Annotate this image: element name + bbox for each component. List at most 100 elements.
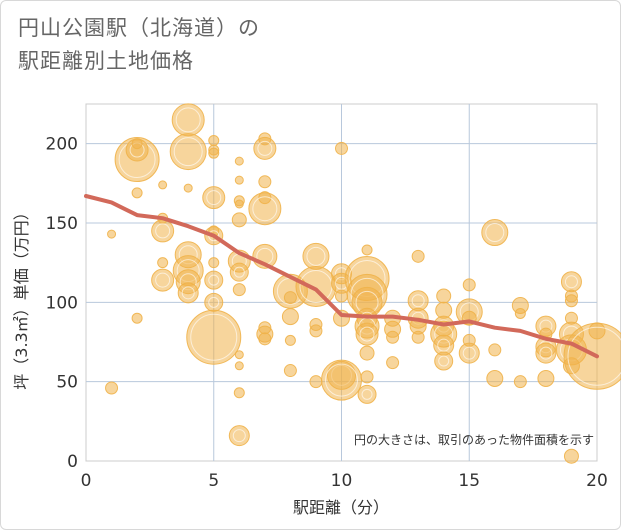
data-bubble (234, 199, 244, 209)
data-bubble-ring (437, 338, 451, 352)
data-bubble-ring (462, 346, 476, 360)
data-bubble (361, 244, 373, 256)
data-bubble (105, 381, 119, 395)
bubble-layer (105, 103, 621, 464)
data-bubble (386, 356, 400, 370)
data-bubble-ring (252, 196, 278, 222)
data-bubble (360, 370, 374, 384)
chart-title-line-2: 駅距離別土地価格 (18, 49, 194, 73)
data-bubble (157, 257, 169, 269)
data-bubble (171, 103, 205, 137)
data-bubble (411, 249, 425, 263)
x-tick-label: 15 (458, 471, 480, 491)
chart-title: 円山公園駅（北海道）の 駅距離別土地価格 (18, 12, 260, 78)
data-bubble-ring (359, 326, 375, 342)
data-bubble (233, 387, 245, 399)
data-bubble-ring (208, 274, 220, 286)
y-tick-label: 0 (67, 452, 78, 472)
data-bubble (229, 262, 249, 282)
data-bubble-ring (257, 140, 273, 156)
data-bubble (234, 156, 244, 166)
data-bubble (183, 183, 193, 193)
data-bubble-ring (206, 190, 222, 206)
x-tick-label: 20 (586, 471, 608, 491)
data-bubble-ring (564, 275, 578, 289)
data-bubble (208, 134, 220, 146)
data-bubble-ring (173, 137, 203, 167)
data-bubble (283, 291, 297, 305)
data-bubble-ring (232, 429, 246, 443)
data-bubble (131, 187, 143, 199)
data-bubble (355, 322, 379, 346)
data-bubble-ring (233, 266, 245, 278)
data-bubble (309, 375, 323, 389)
data-bubble (131, 312, 143, 324)
data-bubble (436, 288, 452, 304)
chart-title-line-1: 円山公園駅（北海道）の (18, 16, 260, 40)
data-bubble (295, 265, 337, 307)
data-bubble-ring (567, 326, 621, 386)
data-bubble-ring (411, 294, 425, 308)
data-bubble (514, 307, 526, 319)
data-bubble (513, 375, 527, 389)
data-bubble-ring (361, 388, 373, 400)
data-bubble (321, 359, 362, 401)
data-bubble (283, 364, 297, 378)
data-bubble-ring (325, 363, 358, 397)
x-tick-label: 0 (81, 471, 92, 491)
data-bubble (158, 180, 168, 190)
size-legend-note: 円の大きさは、取引のあった物件面積を示す (354, 432, 594, 447)
data-bubble-ring (190, 313, 238, 361)
data-bubble-ring (208, 296, 220, 308)
data-bubble (208, 257, 220, 269)
y-tick-label: 50 (56, 373, 78, 393)
x-axis-label: 駅距離（分） (293, 498, 389, 517)
data-bubble (411, 330, 425, 344)
data-bubble (258, 175, 272, 189)
data-bubble (204, 270, 224, 290)
y-tick-label: 100 (46, 293, 78, 313)
data-bubble-ring (539, 346, 553, 360)
data-bubble (335, 289, 348, 303)
x-tick-label: 5 (208, 471, 219, 491)
data-bubble (131, 138, 143, 150)
data-bubble (434, 351, 454, 371)
data-bubble (488, 343, 502, 357)
data-bubble (458, 342, 480, 364)
data-bubble (177, 282, 199, 304)
data-bubble (535, 342, 557, 364)
data-bubble (335, 141, 348, 155)
data-bubble (151, 219, 175, 243)
data-bubble (234, 175, 244, 185)
data-bubble (204, 292, 224, 312)
data-bubble-ring (155, 223, 171, 239)
data-bubble (486, 369, 504, 387)
data-bubble (258, 332, 272, 346)
data-bubble-ring (438, 355, 450, 367)
data-bubble-ring (155, 272, 171, 288)
data-bubble (107, 229, 117, 239)
x-tick-label: 10 (331, 471, 353, 491)
y-axis-label: 坪（3.3㎡）単価（万円） (12, 204, 31, 389)
data-bubble (359, 345, 375, 361)
data-bubble (564, 294, 578, 308)
data-bubble (357, 384, 377, 404)
data-bubble-ring (485, 223, 505, 243)
data-bubble (208, 147, 220, 159)
data-bubble (228, 425, 250, 447)
data-bubble (253, 136, 277, 160)
data-bubble (186, 309, 242, 365)
data-bubble (462, 278, 476, 292)
data-bubble (231, 212, 247, 228)
data-bubble (232, 283, 246, 297)
data-bubble (234, 350, 244, 360)
y-tick-label: 150 (46, 214, 78, 234)
data-bubble (248, 192, 282, 226)
data-bubble (537, 369, 555, 387)
data-bubble (563, 448, 579, 464)
trend-line (84, 194, 599, 359)
data-bubble-ring (181, 286, 195, 300)
data-bubble (560, 271, 582, 293)
